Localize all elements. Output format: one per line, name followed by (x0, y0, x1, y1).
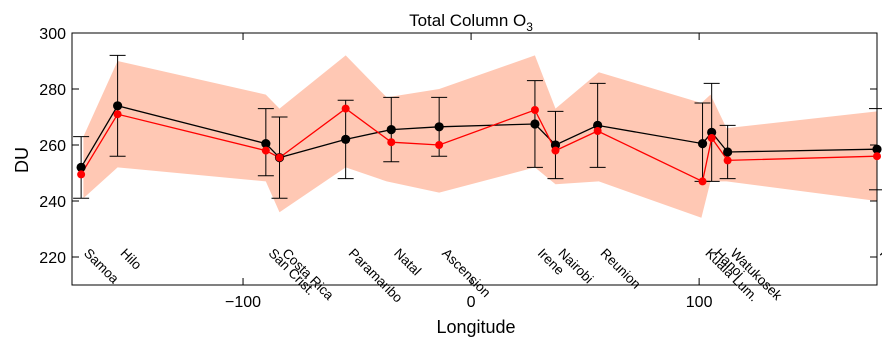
black-series-point (550, 140, 561, 150)
chart-title: Total Column O3 (409, 11, 533, 34)
black-series-point (76, 162, 86, 172)
red-series-point (435, 141, 444, 149)
red-series-point (723, 156, 732, 165)
red-series-point (698, 177, 707, 186)
x-tick-label: −100 (225, 294, 261, 311)
red-series-point (593, 127, 602, 135)
black-series-point (872, 144, 882, 154)
y-tick-label: 300 (39, 26, 66, 43)
black-series-point (697, 139, 708, 149)
red-series-point (77, 170, 86, 179)
black-series-point (707, 127, 717, 137)
black-series-point (261, 139, 271, 149)
black-series-point (341, 134, 351, 144)
uncertainty-band (83, 55, 877, 218)
red-series-point (341, 104, 350, 113)
y-tick-label: 240 (39, 194, 66, 211)
site-label: Ascension (439, 246, 494, 301)
x-axis-label: Longitude (436, 317, 515, 337)
y-tick-label: 220 (39, 250, 66, 267)
black-series-point (530, 119, 540, 129)
red-series-point (551, 146, 560, 155)
black-series-point (434, 122, 444, 132)
black-series-point (723, 147, 733, 157)
site-label: Samoa (81, 246, 122, 287)
red-series-point (530, 106, 539, 114)
site-label: Hilo (117, 246, 144, 273)
red-series-point (275, 153, 284, 162)
y-tick-label: 260 (39, 138, 66, 155)
site-label: Fiji (877, 246, 882, 269)
site-label: Natal (391, 246, 424, 279)
black-series-point (113, 101, 123, 111)
red-series-point (387, 138, 396, 147)
y-tick-label: 280 (39, 82, 66, 99)
x-tick-label: 100 (686, 294, 713, 311)
red-series-point (707, 134, 716, 142)
y-axis-label: DU (12, 147, 32, 173)
black-series-point (386, 125, 396, 135)
red-series-point (261, 146, 270, 155)
x-tick-label: 0 (467, 294, 476, 311)
red-series-point (113, 110, 122, 119)
red-series-point (873, 152, 881, 161)
black-series-point (593, 120, 603, 130)
